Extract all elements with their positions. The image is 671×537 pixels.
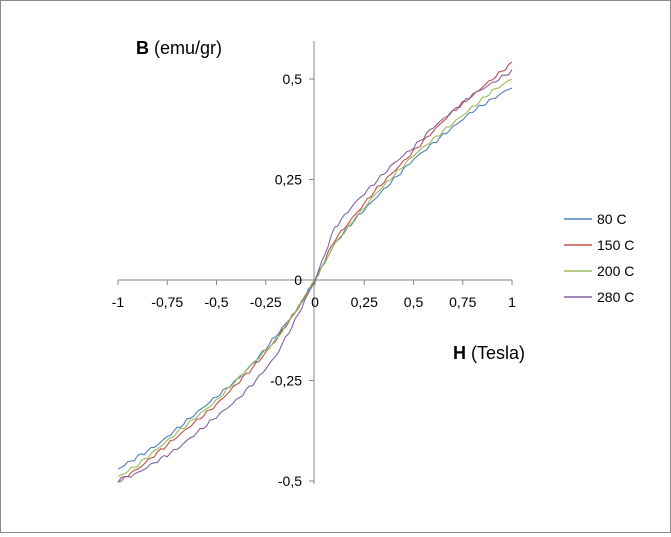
y-tick-label: 0,5 bbox=[283, 71, 303, 87]
y-tick-label: -0,5 bbox=[278, 473, 302, 489]
x-axis-title: H (Tesla) bbox=[453, 343, 525, 363]
x-axis-title-symbol: H bbox=[453, 343, 466, 363]
x-tick-label: -0,25 bbox=[250, 294, 282, 310]
series-layer bbox=[117, 61, 513, 483]
x-axis-title-unit: (Tesla) bbox=[466, 343, 525, 363]
y-axis-title-unit: (emu/gr) bbox=[149, 38, 222, 58]
series-line bbox=[117, 79, 513, 477]
legend-label: 280 C bbox=[597, 289, 634, 305]
y-tick-label: -0,25 bbox=[270, 373, 302, 389]
x-tick-label: 0,5 bbox=[404, 294, 424, 310]
x-tick-label: -1 bbox=[112, 294, 125, 310]
y-axis-title: B (emu/gr) bbox=[136, 38, 222, 58]
x-tick-label: -0,75 bbox=[151, 294, 183, 310]
y-tick-label: 0,25 bbox=[275, 172, 302, 188]
x-tick-label: 0 bbox=[311, 294, 319, 310]
x-tick-label: 0,75 bbox=[449, 294, 476, 310]
x-tick-label: -0,5 bbox=[204, 294, 228, 310]
legend-label: 80 C bbox=[597, 211, 627, 227]
x-axis-ticks: -1 -0,75 -0,5 -0,25 0 0,25 0,5 0,75 1 bbox=[112, 280, 516, 310]
series-line bbox=[117, 61, 513, 483]
x-tick-label: 1 bbox=[508, 294, 516, 310]
legend-label: 150 C bbox=[597, 237, 634, 253]
x-tick-label: 0,25 bbox=[351, 294, 378, 310]
legend: 80 C 150 C 200 C 280 C bbox=[564, 211, 634, 305]
y-axis-ticks: 0,5 0,25 0 -0,25 -0,5 bbox=[270, 71, 314, 489]
series-line bbox=[117, 69, 513, 483]
y-tick-label: 0 bbox=[294, 272, 302, 288]
y-axis-title-symbol: B bbox=[136, 38, 149, 58]
series-line bbox=[117, 87, 513, 470]
legend-label: 200 C bbox=[597, 263, 634, 279]
